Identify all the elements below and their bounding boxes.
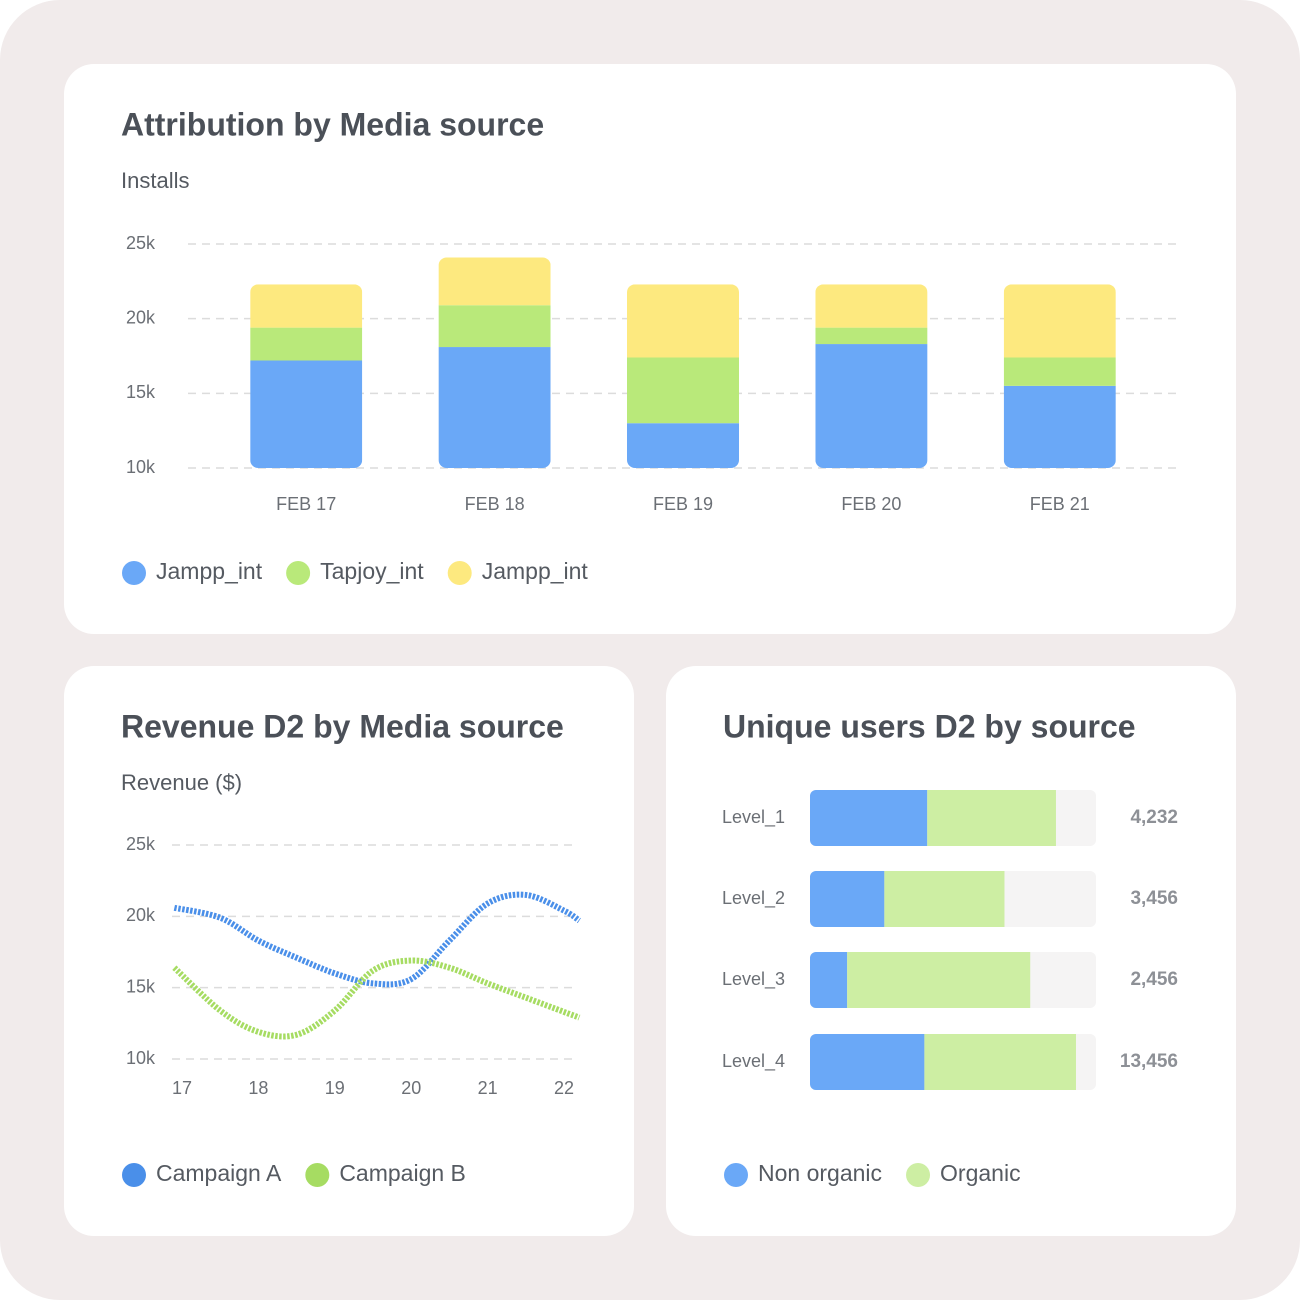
line [173, 891, 582, 988]
chart-title: Unique users D2 by source [723, 708, 1136, 744]
y-tick-label: 25k [126, 834, 156, 854]
legend-swatch [305, 1163, 330, 1187]
x-tick-label: FEB 17 [276, 494, 336, 514]
total-label: 13,456 [1120, 1051, 1178, 1072]
bar-segment [250, 327, 363, 361]
legend-swatch [906, 1163, 931, 1187]
legend-swatch [122, 1163, 146, 1187]
legend-label: Jampp_int [482, 558, 589, 584]
category-label: Level_2 [722, 888, 785, 909]
y-tick-label: 15k [126, 382, 156, 402]
chart-title: Attribution by Media source [121, 106, 544, 142]
x-tick-label: FEB 21 [1030, 494, 1090, 514]
chart-title: Revenue D2 by Media source [121, 708, 564, 744]
axis-label: Revenue ($) [121, 770, 242, 795]
x-tick-label: 17 [172, 1078, 192, 1098]
total-label: 3,456 [1130, 888, 1178, 909]
bar-segment [810, 1034, 925, 1090]
bar-segment [927, 790, 1056, 846]
category-label: Level_4 [722, 1051, 785, 1072]
card [64, 666, 634, 1236]
bar-segment [810, 871, 885, 927]
bar-segment [1003, 357, 1116, 386]
bar-segment [438, 305, 551, 348]
legend-label: Jampp_int [156, 558, 263, 584]
bar-segment [1003, 385, 1116, 468]
bar-segment [815, 284, 928, 328]
x-tick-label: 21 [478, 1078, 498, 1098]
bar-segment [627, 357, 739, 424]
x-tick-label: 22 [554, 1078, 574, 1098]
y-tick-label: 15k [126, 976, 156, 996]
bar-segment [250, 360, 363, 468]
y-tick-label: 20k [126, 905, 156, 925]
axis-label: Installs [121, 168, 189, 193]
legend-swatch [724, 1163, 748, 1187]
x-tick-label: 18 [248, 1078, 268, 1098]
category-label: Level_3 [722, 969, 785, 990]
bar-segment [847, 952, 1031, 1008]
legend-swatch [286, 561, 311, 585]
y-tick-label: 25k [126, 233, 156, 253]
bar-segment [438, 257, 551, 306]
bar-segment [250, 284, 363, 328]
bar-segment [810, 790, 928, 846]
legend-label: Campaign A [156, 1160, 282, 1186]
bar-segment [815, 327, 928, 345]
y-tick-label: 10k [126, 457, 156, 477]
bar-segment [627, 423, 739, 468]
bar-segment [627, 284, 739, 358]
total-label: 4,232 [1130, 807, 1178, 828]
category-label: Level_1 [722, 807, 785, 828]
x-tick-label: 20 [401, 1078, 421, 1098]
legend-swatch [122, 561, 146, 585]
legend-label: Tapjoy_int [320, 558, 424, 584]
bar-segment [815, 344, 928, 468]
y-tick-label: 20k [126, 307, 156, 327]
bar-segment [1003, 284, 1116, 358]
bar-segment [924, 1034, 1076, 1090]
y-tick-label: 10k [126, 1048, 156, 1068]
legend-label: Campaign B [339, 1160, 466, 1186]
card [666, 666, 1236, 1236]
x-tick-label: FEB 19 [653, 494, 713, 514]
legend-label: Organic [940, 1160, 1021, 1186]
bar-segment [438, 347, 551, 468]
bar-segment [810, 952, 848, 1008]
legend-label: Non organic [758, 1160, 882, 1186]
legend-swatch [447, 561, 472, 585]
x-tick-label: FEB 18 [465, 494, 525, 514]
x-tick-label: 19 [325, 1078, 345, 1098]
bar-segment [884, 871, 1005, 927]
total-label: 2,456 [1130, 969, 1178, 990]
x-tick-label: FEB 20 [841, 494, 901, 514]
